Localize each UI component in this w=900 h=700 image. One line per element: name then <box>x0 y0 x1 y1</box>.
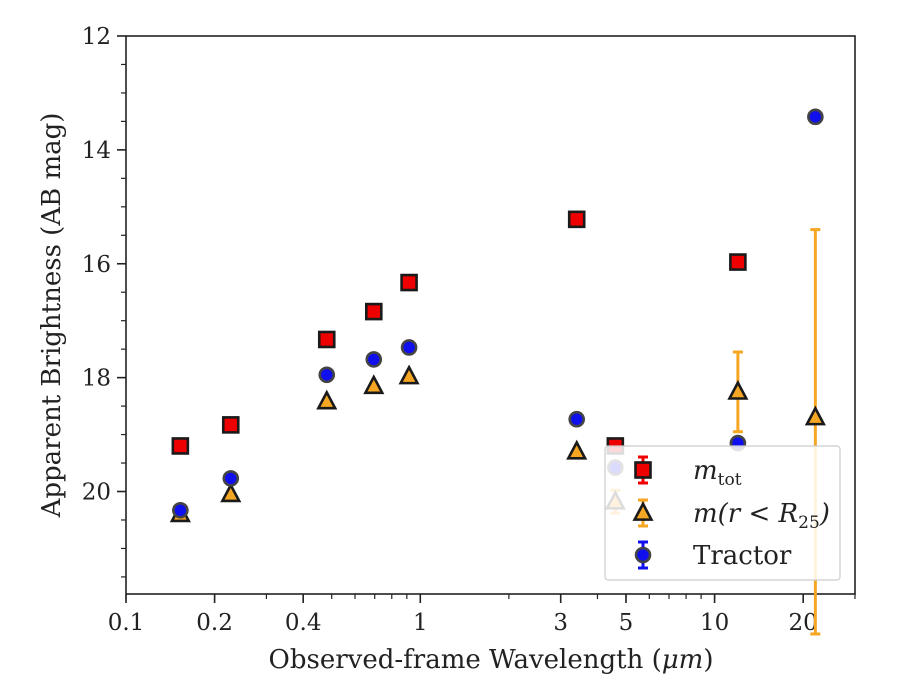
y-tick-label: 12 <box>82 24 111 50</box>
tractor-point <box>400 339 418 356</box>
x-axis: 0.1 0.2 0.4 1 3 5 10 20 <box>108 594 856 636</box>
m-r25-point <box>566 439 588 460</box>
tractor-point <box>807 108 824 126</box>
tractor-point <box>172 501 189 519</box>
y-tick-label: 14 <box>82 138 111 164</box>
legend: mtot m(r < R25) Tractor <box>604 445 841 581</box>
x-tick-label: 1 <box>413 610 428 636</box>
legend-label-tractor: Tractor <box>693 541 792 571</box>
y-axis-title: Apparent Brightness (AB mag) <box>37 113 67 519</box>
legend-mtot-marker <box>634 461 652 479</box>
m-r25-point <box>316 389 338 410</box>
m-r25-point <box>220 482 242 503</box>
legend-label-m-r25: m(r < R25) <box>693 499 830 533</box>
mtot-point <box>400 273 418 292</box>
mtot-point <box>221 416 240 434</box>
legend-tractor-marker <box>634 546 652 564</box>
x-tick-label: 0.2 <box>196 610 233 636</box>
tractor-point <box>568 410 586 428</box>
m-r25-point <box>363 374 385 395</box>
x-tick-label: 5 <box>619 610 634 636</box>
y-tick-label: 18 <box>82 366 111 392</box>
m-r25-point <box>398 364 420 385</box>
y-tick-label: 16 <box>82 252 111 278</box>
mtot-point <box>317 330 336 349</box>
legend-m-r25-marker <box>632 501 654 521</box>
tractor-point <box>365 351 383 368</box>
x-tick-label: 10 <box>700 610 729 636</box>
tractor-point <box>222 470 240 487</box>
y-tick-label: 20 <box>82 480 111 506</box>
x-tick-label: 3 <box>553 610 568 636</box>
mtot-point <box>729 253 747 271</box>
legend-box <box>604 445 841 581</box>
plot-area <box>125 35 856 595</box>
m-r25-point <box>804 405 826 426</box>
mtot-point <box>567 210 586 229</box>
plot-frame <box>125 35 856 595</box>
tractor-point <box>318 366 336 384</box>
mtot-point <box>171 437 190 455</box>
mtot-point <box>364 302 383 321</box>
legend-label-mtot: mtot <box>693 456 742 490</box>
x-axis-title: Observed-frame Wavelength (μm) <box>269 645 714 675</box>
x-tick-label: 0.4 <box>285 610 322 636</box>
x-tick-label: 20 <box>789 610 818 636</box>
m-r25-point <box>727 379 749 400</box>
x-tick-label: 0.1 <box>108 610 145 636</box>
y-axis: 12 14 16 18 20 <box>82 24 126 578</box>
